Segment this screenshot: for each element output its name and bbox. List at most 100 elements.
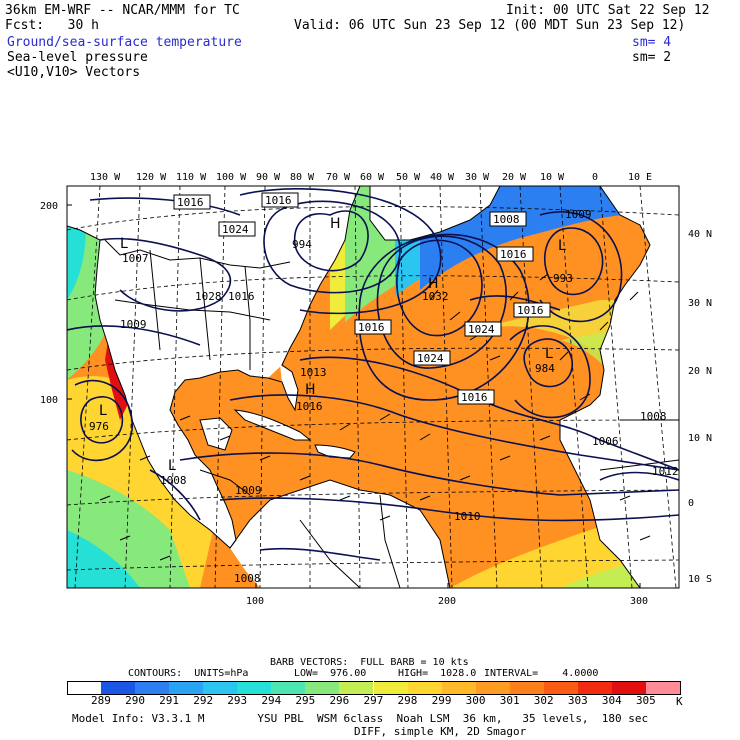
- pressure-label-1008b: 1008: [234, 572, 261, 585]
- colorbar-segment: [611, 681, 646, 695]
- pressure-label-1009c: 1009: [565, 208, 592, 221]
- lon-50w: 50 W: [396, 172, 421, 183]
- colorbar-segment: [271, 681, 306, 695]
- colorbar-segment-below: [67, 681, 103, 695]
- colorbar-segment: [577, 681, 612, 695]
- lat-10n: 10 N: [688, 433, 712, 444]
- field-slp-smoothing: sm= 2: [632, 50, 672, 65]
- init-time: Init: 00 UTC Sat 22 Sep 12: [506, 3, 710, 18]
- valid-time: Valid: 06 UTC Sun 23 Sep 12 (00 MDT Sun …: [294, 18, 686, 33]
- lon-100w: 100 W: [216, 172, 247, 183]
- top-longitude-labels: 130 W 120 W 110 W 100 W 90 W 80 W 70 W 6…: [90, 172, 652, 183]
- wind-barbs: [99, 273, 651, 561]
- contour-low: LOW= 976.00: [294, 668, 367, 679]
- lon-40w: 40 W: [430, 172, 455, 183]
- pressure-label-1013: 1013: [300, 366, 327, 379]
- pressure-label-984: 984: [535, 362, 555, 375]
- greenland-land: [370, 186, 500, 240]
- center-low-4: L: [168, 458, 176, 474]
- bottom-tick-100: 100: [246, 596, 264, 607]
- box-label-1024b: 1024: [468, 323, 495, 336]
- contour-high: HIGH= 1028.0: [398, 668, 477, 679]
- barb-legend: BARB VECTORS: FULL BARB = 10 kts: [270, 657, 469, 668]
- colorbar-label: 305: [635, 694, 656, 707]
- colorbar-label: 295: [295, 694, 316, 707]
- map-frame: [66, 185, 680, 589]
- colorbar-label: 304: [601, 694, 622, 707]
- field-slp-label: Sea-level pressure: [7, 50, 148, 65]
- pressure-label-1008a: 1008: [160, 474, 187, 487]
- lat-20n: 20 N: [688, 366, 712, 377]
- colorbar-segment: [305, 681, 340, 695]
- pressure-label-1006: 1006: [592, 435, 619, 448]
- map-field: 994 1007 1028 1009 1016 1032 993 984 101…: [67, 186, 679, 588]
- lat-40n: 40 N: [688, 229, 712, 240]
- model-title: 36km EM-WRF -- NCAR/MMM for TC: [5, 3, 240, 18]
- boxed-pressure-labels: 1016 1016 1024 1008 1016 1016 1024 1016 …: [173, 192, 551, 405]
- bottom-tick-300: 300: [630, 596, 648, 607]
- left-tick-100: 100: [40, 395, 58, 406]
- lon-0: 0: [592, 172, 598, 183]
- colorbar-segment: [135, 681, 170, 695]
- colorbar-label: 303: [567, 694, 588, 707]
- yucatan-land: [200, 418, 232, 450]
- center-low-3: L: [545, 346, 553, 362]
- lon-10e: 10 E: [628, 172, 652, 183]
- lon-110w: 110 W: [176, 172, 207, 183]
- box-label-1024a: 1024: [222, 223, 249, 236]
- field-sst-smoothing: sm= 4: [632, 35, 672, 50]
- field-sst-label: Ground/sea-surface temperature: [7, 35, 242, 50]
- colorbar-unit: K: [676, 695, 683, 708]
- pressure-label-1032: 1032: [422, 290, 449, 303]
- box-label-1008: 1008: [493, 213, 520, 226]
- colorbar-segment: [543, 681, 578, 695]
- box-label-1016a: 1016: [177, 196, 204, 209]
- colorbar-label: 300: [465, 694, 486, 707]
- lon-10w: 10 W: [540, 172, 565, 183]
- axis-ticks: [67, 204, 641, 588]
- colorbar-segment: [339, 681, 374, 695]
- colorbar-segment: [645, 681, 681, 695]
- box-label-1016e: 1016: [358, 321, 385, 334]
- colorbar-segment: [373, 681, 408, 695]
- pressure-label-1016a: 1016: [228, 290, 255, 303]
- colorbar-segment: [169, 681, 204, 695]
- pressure-label-976: 976: [89, 420, 109, 433]
- grid-index-labels: 200 100 100 200 300: [40, 201, 648, 607]
- colorbar-label: 289: [91, 694, 111, 707]
- colorbar-label: 299: [431, 694, 452, 707]
- pressure-centers: L H L H L H L L: [99, 216, 566, 474]
- lon-20w: 20 W: [502, 172, 527, 183]
- south-america-land: [230, 480, 450, 588]
- pressure-label-1010: 1010: [454, 510, 481, 523]
- center-low-5: L: [99, 403, 107, 419]
- colorbar-segment: [509, 681, 544, 695]
- lon-60w: 60 W: [360, 172, 385, 183]
- north-america-land: [67, 186, 360, 548]
- colorbar-segment: [203, 681, 238, 695]
- colorbar-label: 302: [533, 694, 554, 707]
- colorbar-segment: [237, 681, 272, 695]
- contour-interval: INTERVAL= 4.0000: [484, 668, 599, 679]
- lon-70w: 70 W: [326, 172, 351, 183]
- contour-units: CONTOURS: UNITS=hPa: [128, 668, 249, 679]
- colorbar-label: 296: [329, 694, 350, 707]
- lat-30n: 30 N: [688, 298, 712, 309]
- lon-130w: 130 W: [90, 172, 121, 183]
- pressure-label-1012: 1012: [652, 465, 679, 478]
- pressure-label-1009a: 1009: [120, 318, 147, 331]
- lon-120w: 120 W: [136, 172, 167, 183]
- colorbar-label: 294: [261, 694, 282, 707]
- box-label-1024c: 1024: [417, 352, 444, 365]
- colorbar-segment: [101, 681, 136, 695]
- lat-10s: 10 S: [688, 574, 712, 585]
- center-high-3: H: [305, 382, 316, 398]
- right-latitude-labels: 40 N 30 N 20 N 10 N 0 10 S: [688, 229, 712, 585]
- pressure-label-1028: 1028: [195, 290, 222, 303]
- colorbar-segment: [441, 681, 476, 695]
- colorbar-segment: [475, 681, 510, 695]
- colorbar-label: 298: [397, 694, 418, 707]
- pressure-label-1009b: 1009: [235, 484, 262, 497]
- box-label-1016b: 1016: [265, 194, 292, 207]
